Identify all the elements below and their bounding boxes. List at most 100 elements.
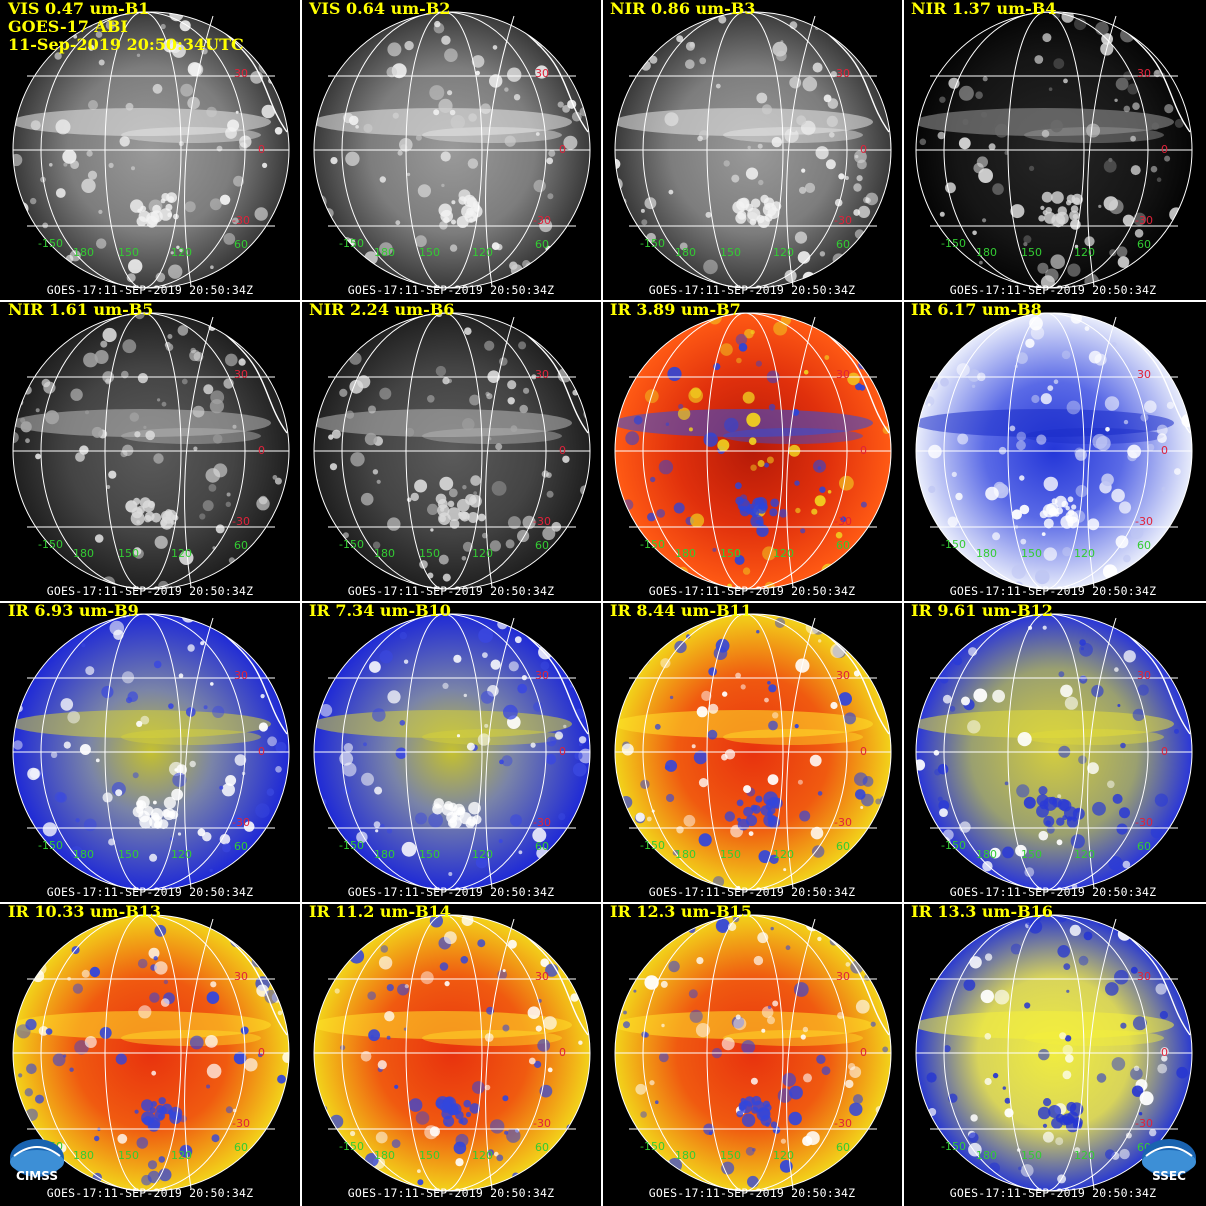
lat-label-minus-30: -30 <box>232 214 250 227</box>
band-panel: 30 0 -30 -150 180 150 120 60 NIR 0.86 um-B3 GOES-… <box>602 0 902 300</box>
timestamp-caption: GOES-17:11-SEP-2019 20:50:34Z <box>347 283 555 297</box>
lat-label-30: 30 <box>836 970 850 983</box>
timestamp-caption: GOES-17:11-SEP-2019 20:50:34Z <box>347 584 555 598</box>
timestamp-caption: GOES-17:11-SEP-2019 20:50:34Z <box>648 1186 856 1200</box>
lat-label-0: 0 <box>860 745 867 758</box>
lat-label-0: 0 <box>559 444 566 457</box>
lon-label-minus-150: -150 <box>941 1140 966 1153</box>
lat-label-30: 30 <box>234 67 248 80</box>
lon-label-minus-150: -150 <box>941 538 966 551</box>
band-title: VIS 0.64 um-B2 <box>309 0 451 18</box>
band-panel: 30 0 -30 -150 180 150 120 60 IR 12.3 um-B15 GOES-… <box>602 903 902 1203</box>
timestamp-caption: GOES-17:11-SEP-2019 20:50:34Z <box>949 885 1157 899</box>
lat-label-30: 30 <box>836 368 850 381</box>
lon-label-180: 180 <box>976 1149 997 1162</box>
band-title: NIR 0.86 um-B3 <box>610 0 756 18</box>
graticule-lines <box>12 11 290 289</box>
timestamp-caption: GOES-17:11-SEP-2019 20:50:34Z <box>949 283 1157 297</box>
lon-label-60: 60 <box>234 539 248 552</box>
lon-label-minus-150: -150 <box>38 839 63 852</box>
lat-label-0: 0 <box>559 1046 566 1059</box>
band-title: IR 3.89 um-B7 <box>610 301 741 319</box>
lon-label-180: 180 <box>976 246 997 259</box>
lat-label-30: 30 <box>535 368 549 381</box>
timestamp-caption: GOES-17:11-SEP-2019 20:50:34Z <box>949 1186 1157 1200</box>
lat-label-0: 0 <box>860 143 867 156</box>
band-title: NIR 1.37 um-B4 <box>911 0 1057 18</box>
graticule-lines <box>313 914 591 1192</box>
lon-label-180: 180 <box>73 547 94 560</box>
lat-label-30: 30 <box>535 970 549 983</box>
lat-label-minus-30: -30 <box>834 214 852 227</box>
panel-divider-vertical <box>300 0 302 1206</box>
graticule-lines <box>915 11 1193 289</box>
graticule-lines <box>915 613 1193 891</box>
band-panel: 30 0 -30 -150 180 150 120 60 IR 6.93 um-B9 GOES-1… <box>0 602 300 902</box>
lat-label-minus-30: -30 <box>834 515 852 528</box>
lon-label-150: 150 <box>1021 848 1042 861</box>
lon-label-minus-150: -150 <box>640 839 665 852</box>
itcz-cloud-band <box>13 108 271 136</box>
lat-label-30: 30 <box>1137 669 1151 682</box>
lon-label-120: 120 <box>171 246 192 259</box>
band-title: VIS 0.47 um-B1 <box>8 0 150 18</box>
lon-label-minus-150: -150 <box>640 237 665 250</box>
lat-label-0: 0 <box>1161 143 1168 156</box>
band-panel: 30 0 -30 -150 180 150 120 60 IR 7.34 um-B10 GOES-… <box>301 602 601 902</box>
graticule-lines <box>614 914 892 1192</box>
lat-label-minus-30: -30 <box>232 515 250 528</box>
lon-label-minus-150: -150 <box>339 538 364 551</box>
band-title: IR 9.61 um-B12 <box>911 602 1053 620</box>
graticule-lines <box>313 613 591 891</box>
graticule-lines <box>12 914 290 1192</box>
lon-label-180: 180 <box>675 246 696 259</box>
band-panel: 30 0 -30 -150 180 150 120 60 IR 9.61 um-B12 GOES-… <box>903 602 1203 902</box>
itcz-cloud-band <box>615 710 873 738</box>
lat-label-minus-30: -30 <box>533 1117 551 1130</box>
band-title: IR 13.3 um-B16 <box>911 903 1053 921</box>
lon-label-120: 120 <box>773 1149 794 1162</box>
lon-label-minus-150: -150 <box>339 237 364 250</box>
timestamp-caption: GOES-17:11-SEP-2019 20:50:34Z <box>46 1186 254 1200</box>
lat-label-30: 30 <box>836 67 850 80</box>
band-title: IR 11.2 um-B14 <box>309 903 451 921</box>
lat-label-minus-30: -30 <box>533 515 551 528</box>
lon-label-150: 150 <box>1021 547 1042 560</box>
lon-label-60: 60 <box>234 1141 248 1154</box>
lat-label-0: 0 <box>559 745 566 758</box>
lon-label-150: 150 <box>720 246 741 259</box>
lon-label-120: 120 <box>171 848 192 861</box>
lon-label-minus-150: -150 <box>38 538 63 551</box>
lon-label-60: 60 <box>535 1141 549 1154</box>
timestamp-caption: GOES-17:11-SEP-2019 20:50:34Z <box>648 283 856 297</box>
lon-label-180: 180 <box>374 848 395 861</box>
timestamp-caption: GOES-17:11-SEP-2019 20:50:34Z <box>949 584 1157 598</box>
lon-label-120: 120 <box>1074 547 1095 560</box>
lon-label-120: 120 <box>1074 246 1095 259</box>
itcz-cloud-band <box>916 108 1174 136</box>
lon-label-180: 180 <box>675 848 696 861</box>
lat-label-minus-30: -30 <box>1135 214 1153 227</box>
lat-label-30: 30 <box>1137 67 1151 80</box>
lon-label-150: 150 <box>419 547 440 560</box>
lat-label-0: 0 <box>860 444 867 457</box>
lat-label-0: 0 <box>258 1046 265 1059</box>
lat-label-minus-30: -30 <box>232 1117 250 1130</box>
panel-divider-vertical <box>902 0 904 1206</box>
lon-label-120: 120 <box>1074 1149 1095 1162</box>
lat-label-minus-30: -30 <box>1135 1117 1153 1130</box>
lon-label-60: 60 <box>836 238 850 251</box>
lon-label-120: 120 <box>773 547 794 560</box>
timestamp-caption: GOES-17:11-SEP-2019 20:50:34Z <box>347 885 555 899</box>
lon-label-120: 120 <box>1074 848 1095 861</box>
timestamp-caption: GOES-17:11-SEP-2019 20:50:34Z <box>46 584 254 598</box>
lon-label-60: 60 <box>1137 238 1151 251</box>
lat-label-30: 30 <box>836 669 850 682</box>
lon-label-60: 60 <box>1137 840 1151 853</box>
lat-label-0: 0 <box>258 444 265 457</box>
